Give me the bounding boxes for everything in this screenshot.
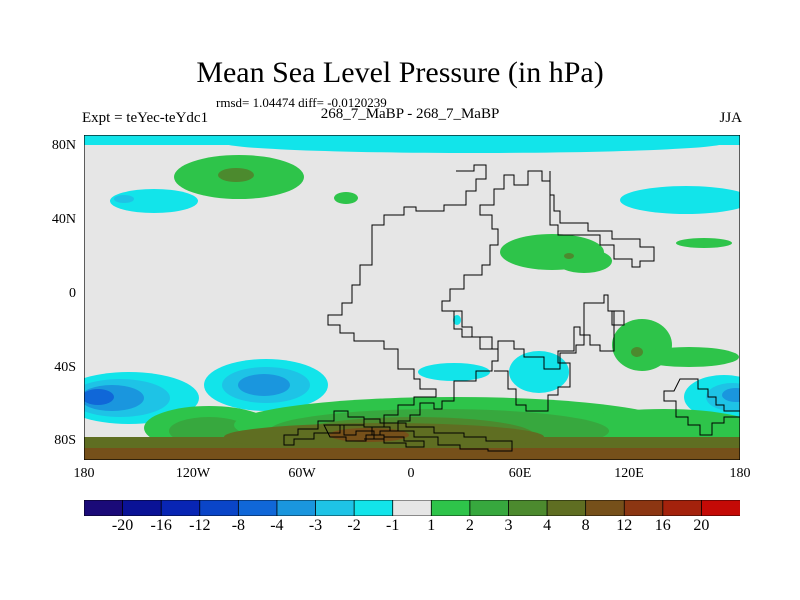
colorbar-label: -1 bbox=[386, 517, 400, 534]
lat-tick-80s: 80S bbox=[54, 433, 76, 448]
bering-low-core bbox=[114, 195, 134, 203]
colorbar-label: 16 bbox=[654, 517, 671, 534]
india-high-core bbox=[564, 253, 574, 259]
polar-core-band bbox=[84, 448, 740, 460]
colorbar-swatch bbox=[84, 500, 124, 516]
colorbar-label: 8 bbox=[581, 517, 590, 534]
americas-outline bbox=[327, 164, 655, 436]
pressure-difference-map bbox=[84, 135, 740, 460]
colorbar-swatch bbox=[585, 500, 626, 516]
colorbar-label: 20 bbox=[693, 517, 710, 534]
lat-tick-80n: 80N bbox=[51, 138, 76, 153]
lon-tick-60e: 60E bbox=[508, 466, 532, 481]
indian-ocean-high-b bbox=[639, 347, 739, 367]
colorbar-swatch bbox=[701, 500, 740, 516]
africa-outline bbox=[444, 294, 615, 412]
colorbar-label: -2 bbox=[347, 517, 361, 534]
east-coast-outline bbox=[611, 310, 625, 326]
colorbar-label: -4 bbox=[270, 517, 284, 534]
colorbar-swatch bbox=[315, 500, 356, 516]
colorbar-swatch bbox=[508, 500, 548, 516]
experiment-label: Expt = teYec-teYdc1 bbox=[82, 110, 209, 126]
colorbar-label: 2 bbox=[465, 517, 474, 534]
colorbar-swatch bbox=[546, 500, 587, 516]
colorbar-swatch bbox=[430, 500, 471, 516]
colorbar-swatch bbox=[237, 500, 278, 516]
colorbar bbox=[84, 500, 740, 516]
atlantic-high bbox=[334, 192, 358, 204]
lon-tick-180w: 180 bbox=[73, 466, 95, 481]
colorbar-swatch bbox=[353, 500, 394, 516]
india-high-b bbox=[556, 249, 612, 273]
rmsd-diff-stats: rmsd= 1.04474 diff= -0.0120239 bbox=[216, 95, 387, 110]
experiment-pair: 268_7_MaBP - 268_7_MaBP bbox=[320, 106, 500, 122]
colorbar-swatch bbox=[623, 500, 664, 516]
colorbar-label: -3 bbox=[308, 517, 323, 534]
colorbar-label: -8 bbox=[231, 517, 246, 534]
colorbar-swatch bbox=[160, 500, 201, 516]
south-atlantic-low bbox=[418, 363, 490, 381]
lat-tick-0: 0 bbox=[69, 286, 76, 301]
lon-tick-0: 0 bbox=[407, 466, 415, 481]
asian-low bbox=[620, 186, 740, 214]
colorbar-swatch bbox=[662, 500, 703, 516]
colorbar-swatch bbox=[392, 500, 433, 516]
lon-tick-120w: 120W bbox=[175, 466, 211, 481]
map-title: Mean Sea Level Pressure (in hPa) bbox=[196, 56, 604, 89]
amundsen-low-core bbox=[722, 388, 740, 402]
south-pacific-low-c bbox=[238, 374, 290, 396]
ice-sheet-outline bbox=[364, 436, 425, 448]
land-outlines bbox=[283, 164, 740, 452]
colorbar-label: -12 bbox=[189, 517, 211, 534]
lat-tick-40s: 40S bbox=[54, 360, 76, 375]
colorbar-label: 4 bbox=[543, 517, 552, 534]
lon-tick-180e: 180 bbox=[729, 466, 751, 481]
colorbar-swatch bbox=[469, 500, 510, 516]
colorbar-label: -20 bbox=[111, 517, 134, 534]
season-label: JJA bbox=[719, 110, 742, 126]
arctic-low bbox=[224, 135, 724, 153]
australia-outline bbox=[663, 378, 740, 436]
north-pacific-high-core bbox=[218, 168, 254, 182]
colorbar-label: 3 bbox=[504, 517, 513, 534]
colorbar-swatch bbox=[122, 500, 163, 516]
southern-africa-low bbox=[509, 351, 569, 393]
colorbar-label: -16 bbox=[150, 517, 172, 534]
ross-sea-low-core bbox=[84, 389, 114, 405]
lon-tick-120e: 120E bbox=[614, 466, 644, 481]
lat-tick-40n: 40N bbox=[51, 212, 76, 227]
colorbar-label: 12 bbox=[616, 517, 633, 534]
lon-tick-60w: 60W bbox=[288, 466, 316, 481]
bering-low bbox=[110, 189, 198, 213]
indian-ocean-high-core bbox=[631, 347, 643, 357]
colorbar-label: 1 bbox=[427, 517, 436, 534]
colorbar-swatch bbox=[199, 500, 240, 516]
colorbar-swatch bbox=[276, 500, 317, 516]
small-low bbox=[453, 315, 461, 325]
pacific-high-east bbox=[676, 238, 732, 248]
